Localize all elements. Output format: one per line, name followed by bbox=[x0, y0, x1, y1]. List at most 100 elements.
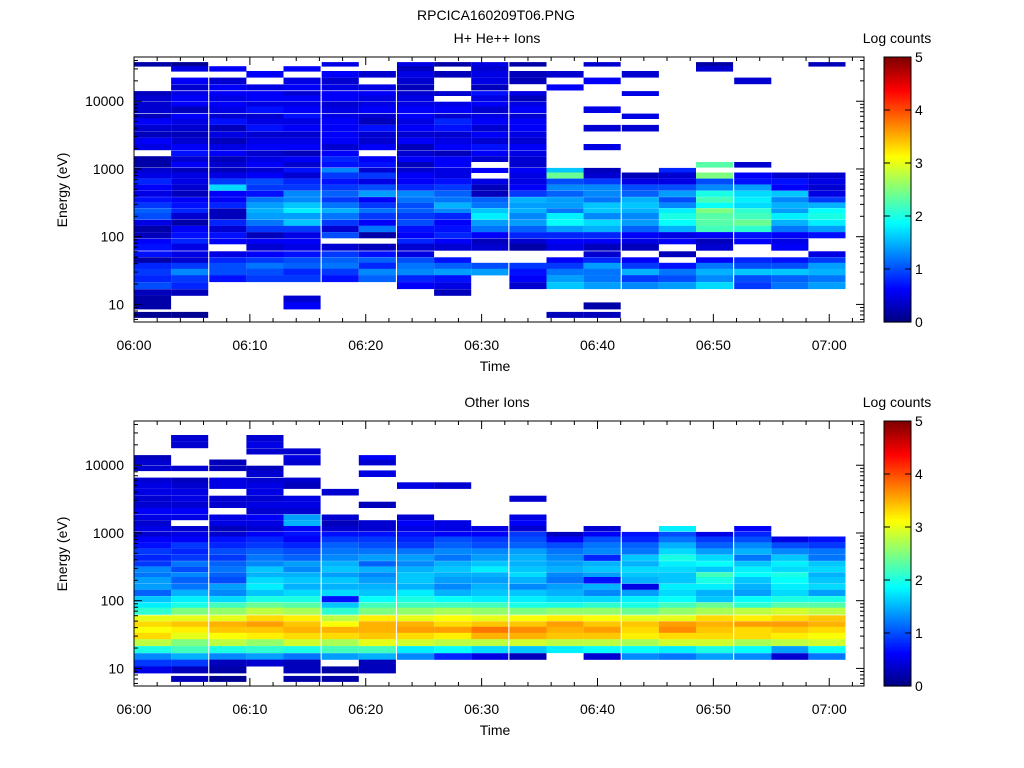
heatmap-cell bbox=[134, 202, 172, 209]
heatmap-cell bbox=[209, 150, 247, 157]
heatmap-cell bbox=[696, 232, 734, 239]
heatmap-cell bbox=[808, 626, 846, 633]
heatmap-cell bbox=[509, 566, 547, 573]
heatmap-cell bbox=[209, 118, 247, 125]
colorbar-tick-label: 0 bbox=[915, 314, 923, 330]
heatmap-cell bbox=[321, 77, 359, 85]
heatmap-cell bbox=[658, 190, 696, 197]
heatmap-cell bbox=[434, 653, 472, 660]
colorbar-segment bbox=[884, 542, 911, 546]
heatmap-cell bbox=[696, 561, 734, 567]
heatmap-cell bbox=[546, 572, 584, 578]
heatmap-cell bbox=[658, 602, 696, 609]
heatmap-cell bbox=[583, 144, 621, 151]
colorbar-segment bbox=[884, 251, 911, 255]
heatmap-cell bbox=[471, 653, 509, 660]
heatmap-cell bbox=[734, 536, 772, 543]
heatmap-cell bbox=[134, 542, 172, 549]
heatmap-cell bbox=[358, 101, 396, 108]
heatmap-cell bbox=[283, 91, 321, 96]
heatmap-cell bbox=[246, 646, 284, 654]
heatmap-cell bbox=[321, 162, 359, 168]
colorbar-segment bbox=[884, 302, 911, 305]
colorbar-segment bbox=[884, 515, 911, 519]
heatmap-cell bbox=[546, 202, 584, 209]
heatmap-cell bbox=[509, 150, 547, 157]
heatmap-cell bbox=[134, 144, 172, 151]
heatmap-cell bbox=[434, 548, 472, 555]
colorbar-tick-label: 2 bbox=[915, 572, 923, 588]
heatmap-cell bbox=[546, 184, 584, 191]
heatmap-cell bbox=[283, 66, 321, 72]
heatmap-cell bbox=[658, 583, 696, 590]
heatmap-cell bbox=[509, 536, 547, 543]
heatmap-cell bbox=[696, 178, 734, 185]
heatmap-cell bbox=[358, 632, 396, 640]
heatmap-cell bbox=[471, 626, 509, 633]
heatmap-cell bbox=[134, 566, 172, 573]
heatmap-cell bbox=[246, 572, 284, 578]
heatmap-cell bbox=[283, 520, 321, 526]
x-tick-label: 06:00 bbox=[116, 701, 151, 717]
heatmap-cell bbox=[434, 137, 472, 144]
heatmap-cell bbox=[696, 275, 734, 283]
colorbar-segment bbox=[884, 151, 911, 155]
heatmap-cell bbox=[771, 632, 809, 640]
heatmap-cell bbox=[321, 561, 359, 567]
heatmap-cell bbox=[471, 137, 509, 144]
colorbar-segment bbox=[884, 222, 911, 226]
heatmap-cell bbox=[134, 197, 172, 203]
colorbar: 0 1 2 3 4 5 bbox=[883, 413, 923, 694]
heatmap-cell bbox=[509, 101, 547, 108]
heatmap-cell bbox=[546, 84, 584, 91]
heatmap-cell bbox=[658, 646, 696, 654]
colorbar-segment bbox=[884, 451, 911, 455]
colorbar-segment bbox=[884, 149, 911, 153]
heatmap-cell bbox=[246, 501, 284, 508]
heatmap-cell bbox=[283, 172, 321, 179]
heatmap-cell bbox=[583, 202, 621, 209]
colorbar-segment bbox=[884, 165, 911, 169]
heatmap-cell bbox=[546, 262, 584, 269]
colorbar-segment bbox=[884, 633, 911, 636]
heatmap-cell bbox=[171, 526, 209, 532]
heatmap-cell bbox=[808, 602, 846, 609]
heatmap-cell bbox=[283, 95, 321, 102]
heatmap-cell bbox=[734, 646, 772, 654]
colorbar-segment bbox=[884, 553, 911, 557]
heatmap-cell bbox=[209, 213, 247, 220]
heatmap-cell bbox=[171, 311, 209, 318]
heatmap-cell bbox=[171, 84, 209, 91]
colorbar-segment bbox=[884, 657, 911, 661]
heatmap-cell bbox=[583, 172, 621, 179]
heatmap-cell bbox=[546, 257, 584, 264]
heatmap-cell bbox=[734, 615, 772, 622]
heatmap-cell bbox=[734, 77, 772, 85]
heatmap-cell bbox=[734, 639, 772, 647]
heatmap-cell bbox=[696, 589, 734, 597]
colorbar-segment bbox=[884, 76, 911, 80]
heatmap-cell bbox=[246, 653, 284, 660]
heatmap-cell bbox=[509, 632, 547, 640]
heatmap-cell bbox=[134, 232, 172, 239]
heatmap-cell bbox=[171, 482, 209, 489]
heatmap-cell bbox=[209, 583, 247, 590]
heatmap-cell bbox=[583, 106, 621, 113]
heatmap-cell bbox=[358, 251, 396, 258]
colorbar-segment bbox=[884, 98, 911, 102]
heatmap-cell bbox=[283, 508, 321, 515]
heatmap-cell bbox=[546, 646, 584, 654]
heatmap-cell bbox=[808, 275, 846, 283]
heatmap-cell bbox=[546, 190, 584, 197]
heatmap-cell bbox=[621, 190, 659, 197]
heatmap-cell bbox=[583, 653, 621, 660]
heatmap-cell bbox=[696, 238, 734, 245]
heatmap-cell bbox=[358, 225, 396, 233]
colorbar-segment bbox=[884, 171, 911, 175]
heatmap-cell bbox=[358, 607, 396, 615]
colorbar-segment bbox=[884, 597, 911, 601]
heatmap-cell bbox=[696, 162, 734, 168]
heatmap-cell bbox=[734, 225, 772, 233]
colorbar-segment bbox=[884, 648, 911, 652]
heatmap-cell bbox=[171, 243, 209, 251]
